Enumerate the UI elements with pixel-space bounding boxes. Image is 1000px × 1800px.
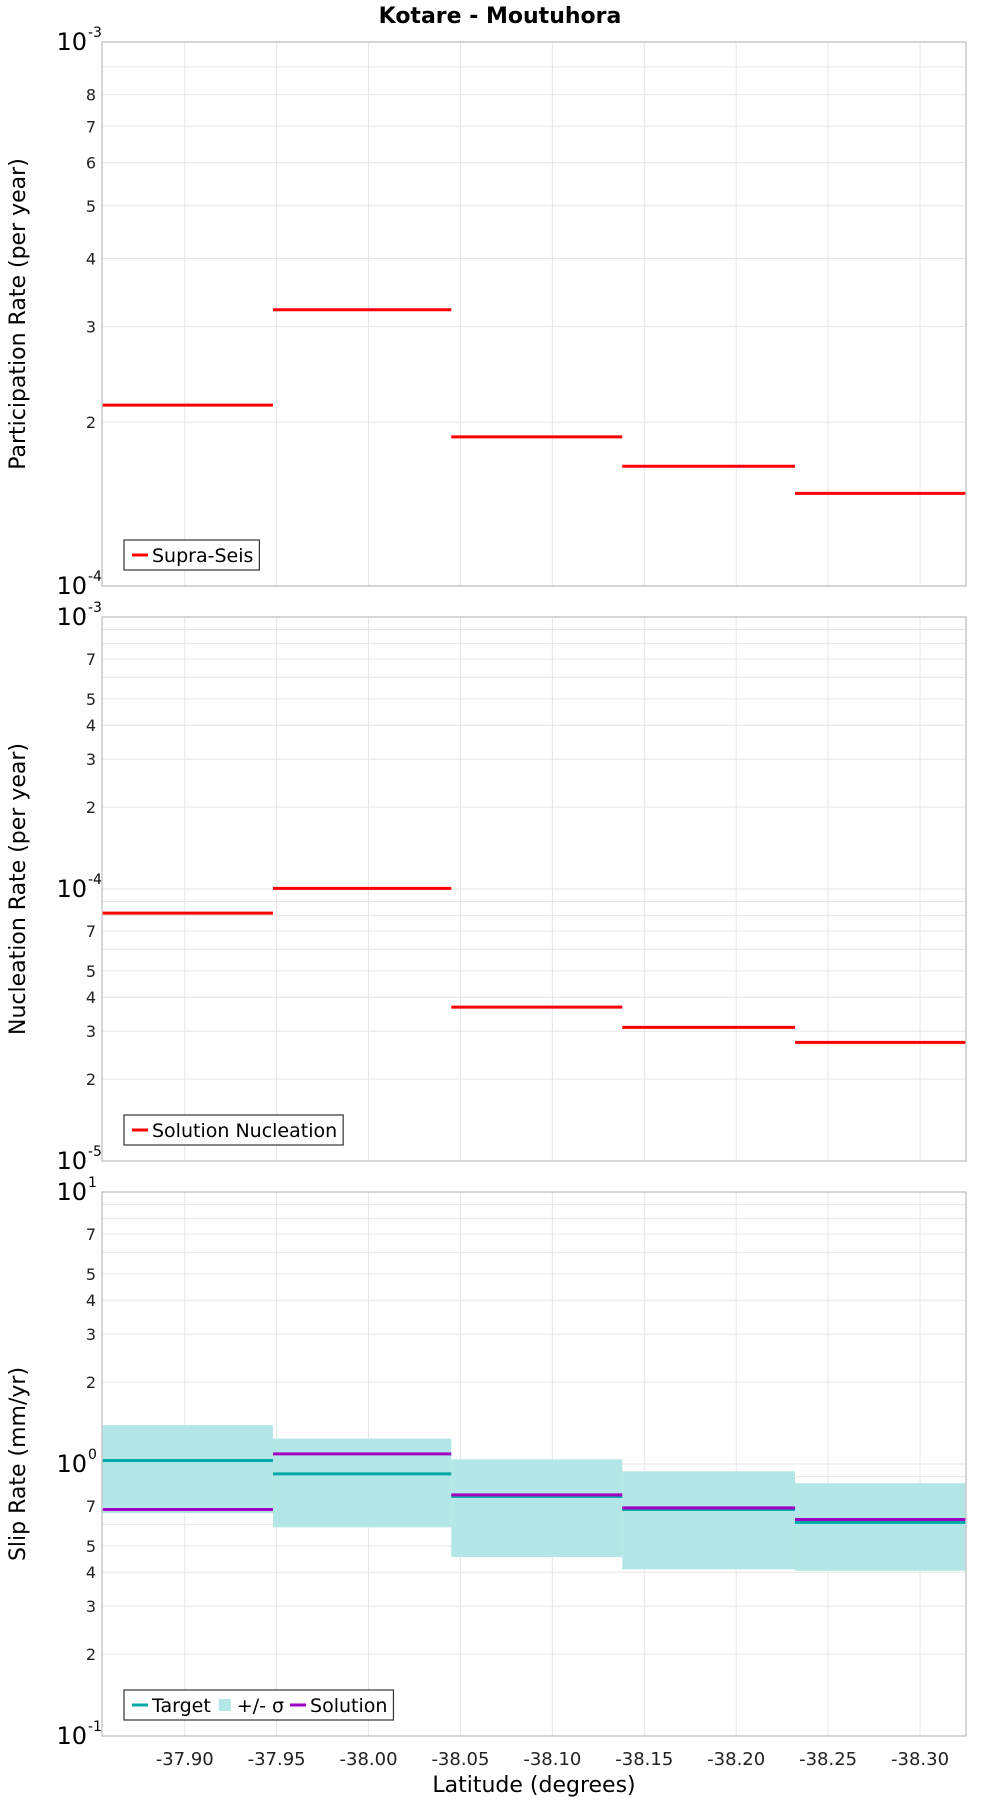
y-tick-label: 4 (86, 249, 96, 268)
y-decade-base: 10 (56, 572, 87, 600)
y-tick-label: 7 (86, 650, 96, 669)
sigma-band-segment (451, 1459, 623, 1558)
y-decade-exponent: -4 (88, 872, 102, 888)
legend-box (123, 1114, 344, 1146)
y-tick-label: 7 (86, 922, 96, 941)
y-tick-label: 6 (86, 154, 96, 173)
legend: Solution Nucleation (123, 1114, 344, 1146)
y-decade-exponent: -1 (88, 1719, 102, 1735)
legend-label: Solution Nucleation (152, 1120, 337, 1142)
y-tick-label: 2 (86, 413, 96, 432)
y-tick-label: 7 (86, 1497, 96, 1516)
y-axis-label: Slip Rate (mm/yr) (6, 1367, 31, 1561)
y-tick-label: 4 (86, 1563, 96, 1582)
sigma-band-segment (272, 1438, 452, 1528)
y-tick-label: 2 (86, 1645, 96, 1664)
y-decade-exponent: -5 (88, 1144, 102, 1160)
x-tick-label: -37.95 (248, 1749, 306, 1770)
y-tick-label: 4 (86, 988, 96, 1007)
y-decade-exponent: 0 (88, 1447, 97, 1463)
sigma-band-segment (102, 1425, 273, 1514)
y-tick-label: 3 (86, 317, 96, 336)
x-tick-label: -38.25 (799, 1749, 857, 1770)
y-tick-label: 3 (86, 1597, 96, 1616)
y-decade-base: 10 (56, 1450, 87, 1478)
x-tick-label: -38.05 (431, 1749, 489, 1770)
y-tick-label: 2 (86, 1070, 96, 1089)
y-tick-label: 3 (86, 750, 96, 769)
legend: Supra-Seis (123, 539, 261, 571)
y-tick-label: 4 (86, 1291, 96, 1310)
y-decade-base: 10 (56, 875, 87, 903)
y-tick-label: 5 (86, 1265, 96, 1284)
plot-frame (101, 41, 967, 587)
y-decade-exponent: -3 (88, 25, 102, 41)
y-tick-label: 5 (86, 1537, 96, 1556)
y-decade-exponent: -3 (88, 600, 102, 616)
legend-label: Target (151, 1695, 211, 1717)
y-tick-label: 3 (86, 1022, 96, 1041)
y-decade-base: 10 (56, 28, 87, 56)
y-decade-base: 10 (56, 1147, 87, 1175)
chart-title: Kotare - Moutuhora (379, 4, 622, 29)
y-tick-label: 4 (86, 716, 96, 735)
y-axis-label: Participation Rate (per year) (6, 158, 31, 470)
x-tick-label: -38.00 (340, 1749, 398, 1770)
legend: Target +/- σ Solution (123, 1689, 395, 1721)
legend-box (123, 1689, 395, 1721)
plot-frame (101, 616, 967, 1162)
legend-swatch (218, 1699, 231, 1711)
x-axis-label: Latitude (degrees) (432, 1773, 635, 1798)
y-tick-label: 5 (86, 690, 96, 709)
y-tick-label: 2 (86, 1373, 96, 1392)
legend-label: Supra-Seis (152, 545, 253, 567)
x-tick-label: -38.20 (707, 1749, 765, 1770)
y-decade-base: 10 (56, 603, 87, 631)
y-decade-exponent: -4 (88, 569, 102, 585)
x-tick-label: -38.30 (891, 1749, 949, 1770)
x-tick-label: -38.15 (615, 1749, 673, 1770)
y-tick-label: 5 (86, 197, 96, 216)
y-tick-label: 5 (86, 962, 96, 981)
legend-label: +/- σ (237, 1695, 284, 1717)
y-tick-label: 3 (86, 1325, 96, 1344)
x-tick-label: -37.90 (156, 1749, 214, 1770)
y-tick-label: 2 (86, 798, 96, 817)
y-decade-exponent: 1 (88, 1175, 97, 1191)
y-tick-label: 7 (86, 117, 96, 136)
y-tick-label: 8 (86, 86, 96, 105)
y-decade-base: 10 (56, 1722, 87, 1750)
y-axis-label: Nucleation Rate (per year) (6, 743, 31, 1035)
x-tick-label: -38.10 (523, 1749, 581, 1770)
sigma-band-segment (795, 1483, 966, 1571)
y-decade-base: 10 (56, 1178, 87, 1206)
y-tick-label: 7 (86, 1225, 96, 1244)
plot-frame (101, 1191, 967, 1737)
legend-label: Solution (310, 1695, 387, 1717)
sigma-band-segment (622, 1471, 796, 1570)
plot-area (102, 42, 966, 586)
